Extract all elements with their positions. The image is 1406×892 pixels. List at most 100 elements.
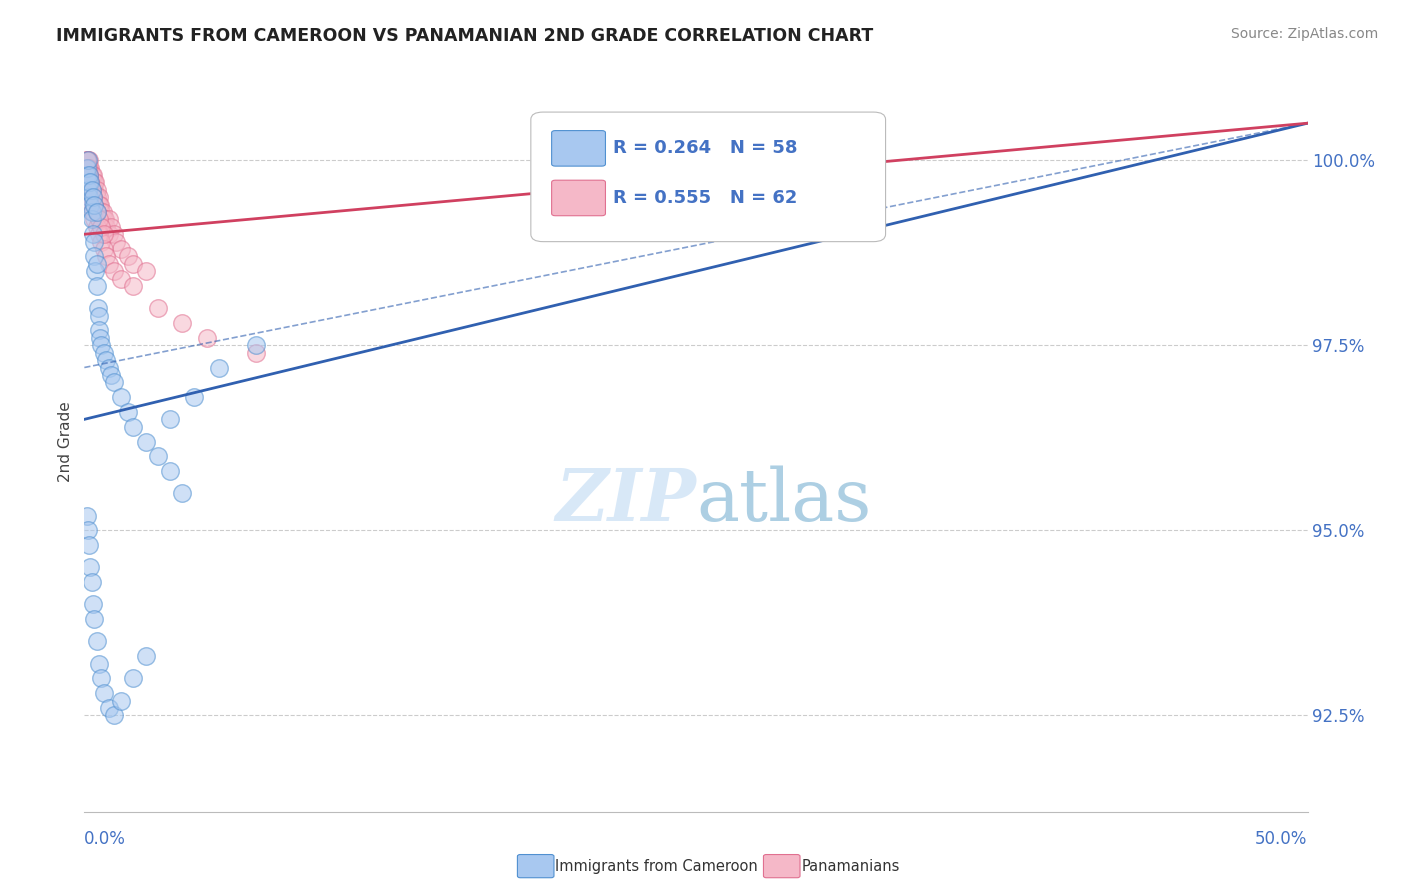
- Point: [80, 176, 103, 190]
- Point: [86, 183, 108, 197]
- Point: [110, 390, 132, 404]
- Point: [93, 242, 115, 256]
- Point: [90, 205, 112, 219]
- Point: [159, 412, 181, 426]
- Point: [96, 353, 118, 368]
- Point: [122, 257, 145, 271]
- Point: [122, 672, 145, 686]
- Point: [77, 161, 100, 175]
- Point: [84, 264, 107, 278]
- Point: [77, 161, 100, 175]
- Point: [83, 183, 105, 197]
- Point: [86, 257, 108, 271]
- Point: [245, 345, 267, 359]
- Point: [82, 205, 104, 219]
- Point: [87, 324, 110, 338]
- Point: [76, 168, 98, 182]
- Point: [110, 242, 132, 256]
- FancyBboxPatch shape: [531, 112, 886, 242]
- Point: [79, 176, 101, 190]
- Point: [77, 176, 100, 190]
- Point: [96, 219, 118, 234]
- Point: [77, 538, 100, 552]
- Point: [103, 264, 125, 278]
- Point: [82, 168, 104, 182]
- Point: [86, 205, 108, 219]
- Text: ZIP: ZIP: [555, 466, 696, 536]
- Point: [77, 153, 100, 168]
- Point: [83, 197, 105, 211]
- Point: [77, 524, 100, 538]
- Point: [91, 205, 114, 219]
- Text: 50.0%: 50.0%: [1256, 830, 1308, 848]
- Point: [87, 197, 110, 211]
- Point: [97, 360, 120, 375]
- Y-axis label: 2nd Grade: 2nd Grade: [58, 401, 73, 482]
- Point: [183, 390, 205, 404]
- Point: [79, 560, 101, 574]
- Point: [83, 235, 105, 249]
- Text: 0.0%: 0.0%: [84, 830, 127, 848]
- Point: [135, 649, 157, 664]
- Point: [117, 405, 139, 419]
- Point: [77, 190, 100, 204]
- Point: [83, 176, 105, 190]
- Point: [87, 190, 110, 204]
- Point: [80, 575, 103, 590]
- Point: [105, 235, 128, 249]
- Point: [76, 168, 98, 182]
- Point: [84, 176, 107, 190]
- Text: atlas: atlas: [696, 466, 872, 536]
- Point: [86, 190, 108, 204]
- Point: [77, 153, 100, 168]
- Point: [82, 227, 104, 242]
- Point: [159, 464, 181, 478]
- Point: [90, 338, 112, 352]
- Point: [100, 368, 122, 382]
- Point: [76, 153, 98, 168]
- Point: [77, 168, 100, 182]
- Point: [89, 197, 111, 211]
- Point: [79, 161, 101, 175]
- Point: [562, 153, 585, 168]
- Point: [122, 279, 145, 293]
- Point: [76, 161, 98, 175]
- Point: [110, 271, 132, 285]
- Point: [172, 316, 194, 330]
- Point: [82, 598, 104, 612]
- Point: [122, 419, 145, 434]
- Point: [195, 331, 218, 345]
- Point: [90, 219, 112, 234]
- Point: [82, 190, 104, 204]
- Point: [135, 264, 157, 278]
- Point: [79, 176, 101, 190]
- Point: [86, 219, 108, 234]
- Point: [80, 212, 103, 227]
- Point: [83, 212, 105, 227]
- Point: [80, 168, 103, 182]
- Point: [97, 701, 120, 715]
- Point: [97, 212, 120, 227]
- Point: [80, 183, 103, 197]
- Point: [100, 219, 122, 234]
- Point: [87, 309, 110, 323]
- Point: [93, 212, 115, 227]
- Point: [79, 197, 101, 211]
- Point: [83, 612, 105, 626]
- Point: [96, 250, 118, 264]
- Point: [76, 153, 98, 168]
- Text: R = 0.555   N = 62: R = 0.555 N = 62: [613, 189, 797, 207]
- Text: Source: ZipAtlas.com: Source: ZipAtlas.com: [1230, 27, 1378, 41]
- Text: Immigrants from Cameroon: Immigrants from Cameroon: [555, 859, 758, 873]
- Point: [80, 197, 103, 211]
- Point: [87, 227, 110, 242]
- FancyBboxPatch shape: [551, 130, 606, 166]
- Point: [93, 345, 115, 359]
- Text: IMMIGRANTS FROM CAMEROON VS PANAMANIAN 2ND GRADE CORRELATION CHART: IMMIGRANTS FROM CAMEROON VS PANAMANIAN 2…: [56, 27, 873, 45]
- Point: [86, 634, 108, 648]
- Point: [208, 360, 231, 375]
- Point: [86, 279, 108, 293]
- Point: [77, 183, 100, 197]
- Point: [80, 183, 103, 197]
- Point: [103, 227, 125, 242]
